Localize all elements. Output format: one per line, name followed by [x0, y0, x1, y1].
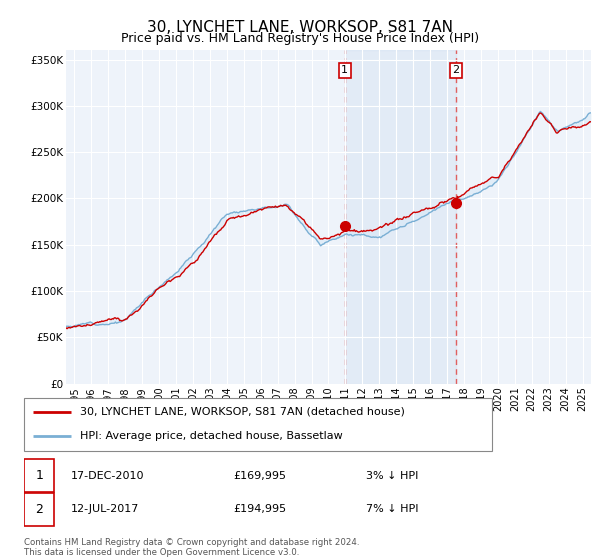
Text: 2: 2: [452, 66, 460, 76]
FancyBboxPatch shape: [24, 493, 55, 526]
Text: 30, LYNCHET LANE, WORKSOP, S81 7AN: 30, LYNCHET LANE, WORKSOP, S81 7AN: [147, 20, 453, 35]
Text: 1: 1: [341, 66, 348, 76]
Text: 7% ↓ HPI: 7% ↓ HPI: [366, 505, 419, 514]
Text: HPI: Average price, detached house, Bassetlaw: HPI: Average price, detached house, Bass…: [80, 431, 343, 441]
Text: 12-JUL-2017: 12-JUL-2017: [71, 505, 139, 514]
Text: 2: 2: [35, 503, 43, 516]
Text: 1: 1: [35, 469, 43, 482]
Text: Contains HM Land Registry data © Crown copyright and database right 2024.
This d: Contains HM Land Registry data © Crown c…: [24, 538, 359, 557]
Text: Price paid vs. HM Land Registry's House Price Index (HPI): Price paid vs. HM Land Registry's House …: [121, 32, 479, 45]
Text: 17-DEC-2010: 17-DEC-2010: [71, 471, 145, 480]
Text: £194,995: £194,995: [234, 505, 287, 514]
Bar: [345, 50, 456, 384]
Text: £169,995: £169,995: [234, 471, 287, 480]
Text: 3% ↓ HPI: 3% ↓ HPI: [366, 471, 419, 480]
FancyBboxPatch shape: [24, 459, 55, 492]
FancyBboxPatch shape: [24, 398, 492, 451]
Text: 30, LYNCHET LANE, WORKSOP, S81 7AN (detached house): 30, LYNCHET LANE, WORKSOP, S81 7AN (deta…: [80, 407, 405, 417]
